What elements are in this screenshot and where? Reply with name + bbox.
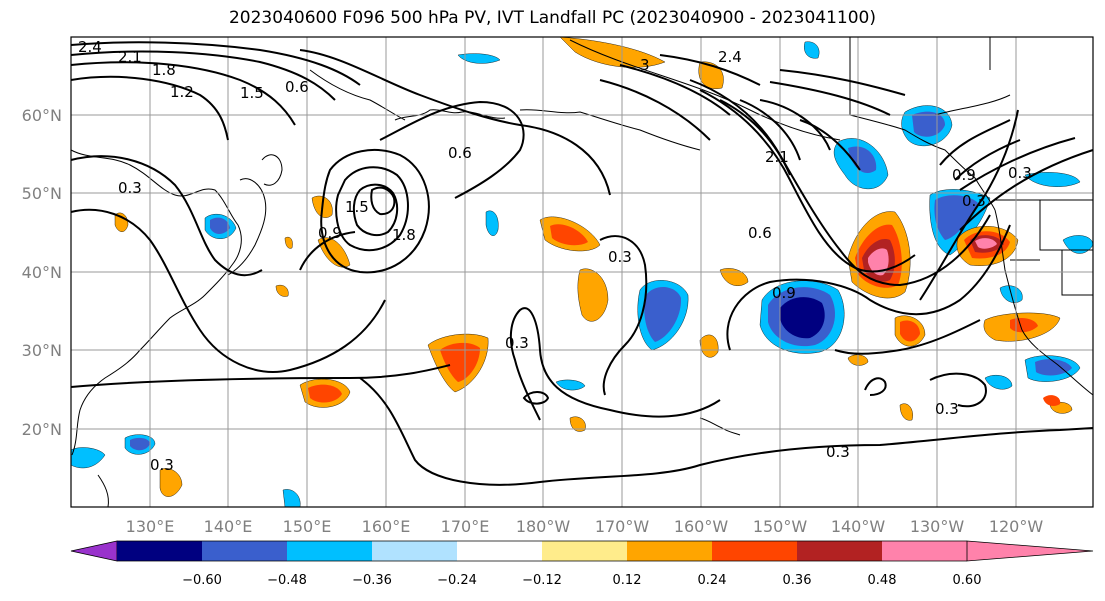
colorbar-bin [797, 541, 882, 561]
colorbar-tick-label: 0.48 [868, 573, 897, 588]
contour-label: 1.5 [240, 84, 264, 102]
contour-label: 0.9 [318, 224, 342, 242]
contour-label: 0.3 [1008, 164, 1032, 182]
colorbar-tick-label: 0.24 [698, 573, 727, 588]
lat-label: 50°N [22, 184, 62, 203]
colorbar-bin [287, 541, 372, 561]
contour-label: 1.8 [152, 61, 176, 79]
longitude-labels: 130°E 140°E 150°E 160°E 170°E 180°W 170°… [126, 517, 1044, 536]
contour-label: 1.5 [345, 198, 369, 216]
colorbar-tick-label: 0.60 [953, 573, 982, 588]
lon-label: 150°W [753, 517, 808, 536]
colorbar-tick-label: 0.12 [613, 573, 642, 588]
graticule [71, 37, 1093, 507]
latitude-labels: 60°N 50°N 40°N 30°N 20°N [22, 106, 62, 439]
lon-label: 170°E [441, 517, 490, 536]
lat-label: 30°N [22, 341, 62, 360]
contour-label: 0.3 [505, 334, 529, 352]
lon-label: 160°E [362, 517, 411, 536]
contour-label: 0.6 [748, 224, 772, 242]
colorbar-tick-label: −0.48 [267, 573, 307, 588]
colorbar-bin [542, 541, 627, 561]
contour-label: 2.1 [118, 48, 142, 66]
contour-label: 0.6 [285, 78, 309, 96]
colorbar-bin [457, 541, 542, 561]
lon-label: 180°W [516, 517, 571, 536]
colorbar: −0.60 −0.48 −0.36 −0.24 −0.12 0.12 0.24 … [70, 540, 1094, 588]
colorbar-ticks: −0.60 −0.48 −0.36 −0.24 −0.12 0.12 0.24 … [182, 573, 981, 588]
lon-label: 120°W [989, 517, 1044, 536]
colorbar-bin [117, 541, 202, 561]
contour-label: 0.3 [935, 400, 959, 418]
map-title: 2023040600 F096 500 hPa PV, IVT Landfall… [228, 8, 876, 28]
map-border [70, 36, 1094, 508]
colorbar-extend-max [966, 540, 1094, 562]
colorbar-bin [882, 541, 967, 561]
lon-label: 140°E [204, 517, 253, 536]
contour-label: 0.9 [772, 284, 796, 302]
contour-label: 0.3 [962, 192, 986, 210]
contour-label: 0.9 [952, 166, 976, 184]
lon-label: 150°E [283, 517, 332, 536]
colorbar-bin [202, 541, 287, 561]
colorbar-bin [627, 541, 712, 561]
colorbar-tick-label: −0.12 [522, 573, 562, 588]
lat-label: 20°N [22, 420, 62, 439]
colorbar-tick-label: −0.24 [437, 573, 477, 588]
contour-label: 2.4 [718, 48, 742, 66]
colorbar-bin [372, 541, 457, 561]
lon-label: 130°E [126, 517, 175, 536]
contour-label: 0.3 [118, 179, 142, 197]
colorbar-tick-label: −0.60 [182, 573, 222, 588]
lon-label: 160°W [674, 517, 729, 536]
colorbar-tick-label: 0.36 [783, 573, 812, 588]
contour-label: 1.8 [392, 226, 416, 244]
contour-labels: 2.4 2.1 1.8 1.2 1.5 0.6 0.3 0.9 1.5 1.8 … [78, 38, 1032, 474]
pv-contour-layer [70, 41, 1094, 486]
colorbar-tick-label: −0.36 [352, 573, 392, 588]
lon-label: 170°W [595, 517, 650, 536]
lat-label: 60°N [22, 106, 62, 125]
contour-label: 0.3 [150, 456, 174, 474]
lon-label: 130°W [910, 517, 965, 536]
contour-label: 1.2 [170, 83, 194, 101]
contour-label: 0.6 [448, 144, 472, 162]
contour-label: 0.3 [826, 443, 850, 461]
colorbar-bin [712, 541, 797, 561]
colorbar-extend-min [70, 540, 118, 562]
contour-label: 2.4 [78, 38, 102, 56]
contour-label: 2.1 [765, 148, 789, 166]
lat-label: 40°N [22, 263, 62, 282]
contour-label: 0.3 [608, 248, 632, 266]
contour-label: 3 [640, 56, 650, 74]
lon-label: 140°W [831, 517, 886, 536]
